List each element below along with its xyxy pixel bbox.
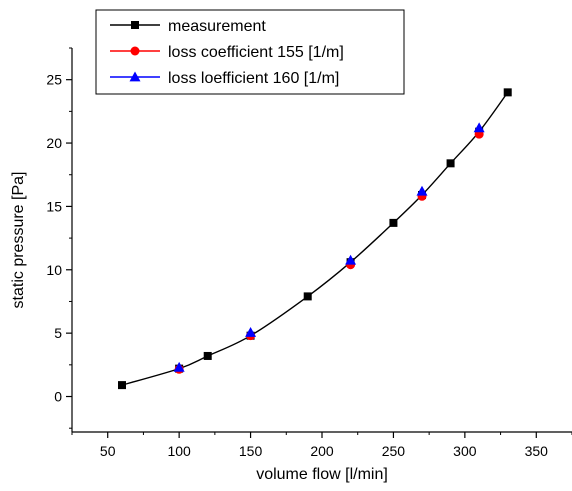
y-axis-title: static pressure [Pa] [10,172,27,309]
data-point [473,122,485,133]
legend-label: measurement [168,18,266,35]
x-tick-label: 200 [310,443,334,459]
data-point [503,88,512,97]
y-axis-ticks: 0 5 10 15 20 25 [46,47,72,429]
legend-marker [130,46,140,56]
series-line-0 [121,91,509,386]
y-tick-label: 5 [54,325,62,341]
legend-box [95,9,405,95]
y-tick-label: 10 [46,262,62,278]
y-tick-label: 25 [46,72,62,88]
legend-marker [131,21,139,29]
series-layer [118,88,512,390]
x-axis-title: volume flow [l/min] [256,466,388,483]
data-point [173,361,185,372]
x-tick-label: 250 [382,443,406,459]
legend-items: measurement loss coefficient 155 [1/m] los… [110,18,344,87]
x-tick-label: 100 [167,443,191,459]
y-tick-label: 15 [46,198,62,214]
data-point [245,327,257,337]
x-tick-label: 350 [525,443,549,459]
series-markers-1 [174,129,484,374]
legend-marker [129,71,141,82]
x-tick-label: 50 [100,443,116,459]
series-markers-2 [173,122,485,372]
data-point [389,218,398,227]
legend-item: measurement [110,18,266,35]
data-point [118,381,126,390]
data-point [303,292,312,301]
x-axis-ticks: 50 100 150 200 250 300 350 [71,432,572,459]
series-markers-0 [118,88,512,390]
data-point [416,185,428,196]
legend-item: loss loefficient 160 [1/m] [110,70,339,87]
data-point [446,159,455,168]
legend-item: loss coefficient 155 [1/m] [110,44,344,61]
plot-axes: 50 100 150 200 250 300 350 0 5 10 15 20 25 [46,47,572,459]
legend-label: loss coefficient 155 [1/m] [168,44,344,61]
y-tick-label: 0 [54,389,62,405]
legend: measurement loss coefficient 155 [1/m] los… [95,9,405,95]
data-point [203,351,212,360]
data-point [345,254,357,265]
x-tick-label: 150 [239,443,263,459]
x-tick-label: 300 [453,443,477,459]
legend-label: loss loefficient 160 [1/m] [168,70,339,87]
y-tick-label: 20 [46,135,62,151]
